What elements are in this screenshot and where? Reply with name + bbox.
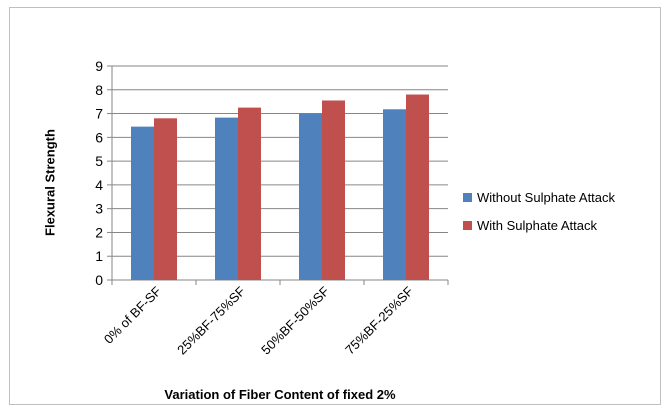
y-tick-label: 9	[95, 58, 103, 74]
bar	[131, 126, 154, 280]
y-tick-label: 2	[95, 224, 103, 240]
y-tick-label: 6	[95, 129, 103, 145]
y-axis-label: Flexural Strength	[42, 129, 58, 236]
bar	[215, 117, 238, 280]
x-tick-label: 75%BF-25%SF	[342, 283, 416, 357]
y-tick-label: 0	[95, 272, 103, 288]
bar	[383, 109, 406, 280]
bar	[299, 113, 322, 280]
y-tick-label: 4	[95, 177, 103, 193]
bar	[238, 107, 261, 280]
legend-label: With Sulphate Attack	[477, 217, 597, 233]
x-tick-label: 50%BF-50%SF	[258, 283, 332, 357]
x-tick-label: 25%BF-75%SF	[174, 283, 248, 357]
legend-swatch	[463, 220, 472, 230]
bar	[322, 100, 345, 280]
y-tick-label: 5	[95, 153, 103, 169]
legend-swatch	[463, 192, 472, 202]
y-tick-label: 8	[95, 82, 103, 98]
bar	[406, 94, 429, 281]
legend-item-without-sulphate: Without Sulphate Attack	[463, 183, 615, 211]
legend: Without Sulphate Attack With Sulphate At…	[463, 183, 615, 239]
x-axis-label: Variation of Fiber Content of fixed 2%	[164, 387, 396, 402]
y-tick-label: 1	[95, 248, 103, 264]
y-tick-label: 7	[95, 106, 103, 122]
legend-label: Without Sulphate Attack	[477, 189, 616, 205]
bar	[154, 118, 177, 280]
legend-item-with-sulphate: With Sulphate Attack	[463, 211, 615, 239]
y-tick-label: 3	[95, 201, 103, 217]
x-tick-label: 0% of BF-SF	[101, 283, 164, 346]
